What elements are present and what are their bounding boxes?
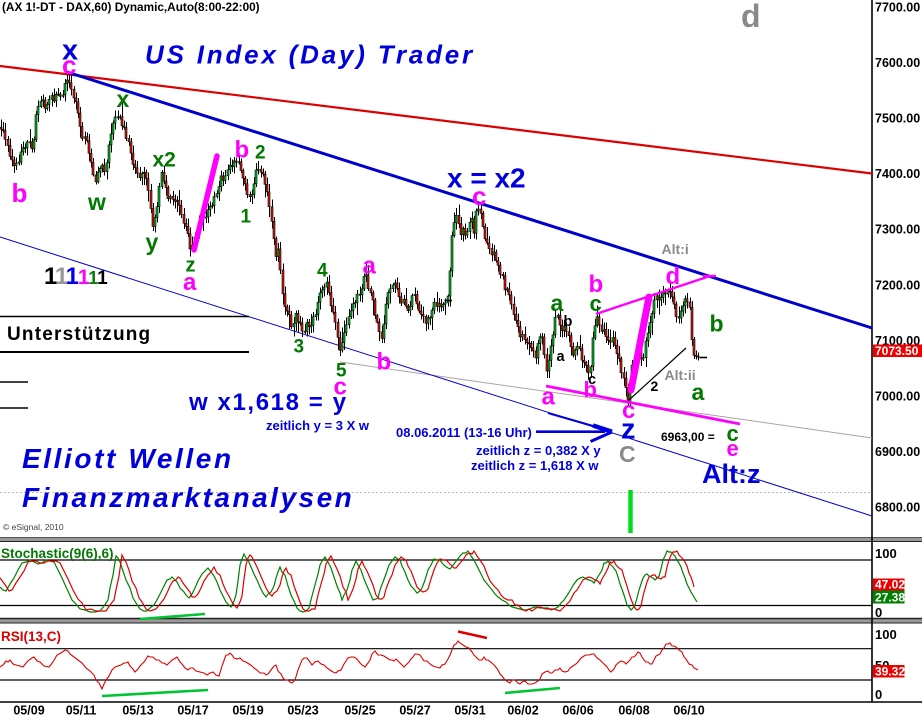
svg-text:06/06: 06/06	[562, 704, 593, 718]
svg-text:7100.00: 7100.00	[875, 334, 920, 348]
svg-text:RSI(13,C): RSI(13,C)	[1, 629, 61, 644]
svg-text:x: x	[62, 35, 78, 67]
svg-text:C: C	[619, 441, 636, 467]
svg-text:Elliott Wellen: Elliott Wellen	[22, 443, 234, 474]
svg-text:zeitlich z = 1,618 X w: zeitlich z = 1,618 X w	[471, 458, 599, 473]
svg-text:06/10: 06/10	[673, 704, 704, 718]
svg-text:Alt:z: Alt:z	[702, 459, 760, 489]
svg-text:z: z	[186, 255, 196, 277]
svg-text:3: 3	[294, 337, 305, 358]
svg-text:0: 0	[875, 687, 882, 702]
svg-text:7600.00: 7600.00	[875, 56, 920, 70]
svg-text:7700.00: 7700.00	[875, 1, 920, 15]
svg-text:c: c	[727, 421, 739, 446]
svg-text:US Index (Day) Trader: US Index (Day) Trader	[145, 40, 475, 70]
svg-text:a: a	[692, 379, 705, 405]
svg-text:zeitlich z = 0,382 X y: zeitlich z = 0,382 X y	[476, 443, 601, 458]
svg-text:1: 1	[241, 207, 252, 228]
svg-text:a: a	[183, 269, 197, 296]
svg-text:w x1,618 = y: w x1,618 = y	[188, 389, 348, 416]
svg-text:Alt:ii: Alt:ii	[665, 367, 696, 383]
svg-text:c: c	[62, 50, 76, 80]
svg-text:2: 2	[255, 143, 266, 164]
svg-text:7500.00: 7500.00	[875, 112, 920, 126]
svg-text:b: b	[710, 311, 724, 337]
svg-text:05/31: 05/31	[454, 704, 485, 718]
svg-text:05/27: 05/27	[399, 704, 430, 718]
svg-text:05/09: 05/09	[13, 704, 44, 718]
svg-text:0: 0	[875, 605, 882, 620]
svg-text:b: b	[377, 349, 392, 376]
svg-text:© eSignal, 2010: © eSignal, 2010	[3, 522, 64, 532]
svg-text:05/17: 05/17	[177, 704, 208, 718]
svg-text:w: w	[87, 189, 106, 215]
svg-text:6900.00: 6900.00	[875, 445, 920, 459]
svg-text:x2: x2	[153, 149, 176, 172]
svg-text:Unterstützung: Unterstützung	[7, 324, 151, 345]
svg-text:(AX 1!-DT - DAX,60) Dynamic,Au: (AX 1!-DT - DAX,60) Dynamic,Auto(8:00-22…	[2, 0, 260, 14]
svg-text:2: 2	[651, 378, 659, 394]
svg-text:b: b	[12, 178, 28, 208]
svg-text:05/19: 05/19	[232, 704, 263, 718]
svg-text:7200.00: 7200.00	[875, 278, 920, 292]
svg-text:6963,00 =: 6963,00 =	[661, 430, 715, 444]
svg-text:7300.00: 7300.00	[875, 223, 920, 237]
svg-text:zeitlich y = 3 X w: zeitlich y = 3 X w	[266, 418, 370, 433]
svg-text:e: e	[727, 436, 739, 461]
svg-text:Finanzmarktanalysen: Finanzmarktanalysen	[22, 482, 354, 513]
svg-text:100: 100	[875, 546, 897, 561]
svg-text:c: c	[472, 181, 486, 211]
svg-text:Stochastic(9(6),6): Stochastic(9(6),6)	[1, 546, 114, 561]
svg-text:a: a	[542, 384, 556, 411]
svg-text:05/13: 05/13	[122, 704, 153, 718]
svg-text:d: d	[666, 263, 681, 290]
svg-text:c: c	[588, 372, 596, 388]
svg-text:06/08: 06/08	[618, 704, 649, 718]
svg-text:111111: 111111	[44, 263, 108, 290]
svg-text:b: b	[564, 314, 573, 330]
svg-text:7000.00: 7000.00	[875, 389, 920, 403]
svg-text:05/23: 05/23	[287, 704, 318, 718]
svg-text:5: 5	[336, 361, 347, 382]
svg-text:Alt:i: Alt:i	[662, 241, 689, 257]
svg-text:39.32: 39.32	[875, 665, 905, 679]
svg-text:6800.00: 6800.00	[875, 501, 920, 515]
svg-text:b: b	[584, 377, 597, 402]
svg-text:05/11: 05/11	[66, 704, 97, 718]
svg-text:c: c	[590, 291, 602, 316]
svg-text:05/25: 05/25	[344, 704, 375, 718]
svg-text:7400.00: 7400.00	[875, 167, 920, 181]
svg-text:a: a	[557, 349, 566, 365]
svg-text:c: c	[622, 397, 635, 424]
svg-text:a: a	[551, 290, 564, 316]
svg-text:d: d	[741, 0, 761, 34]
svg-text:x = x2: x = x2	[447, 163, 526, 194]
svg-text:a: a	[363, 253, 377, 280]
svg-text:4: 4	[317, 261, 328, 282]
svg-text:c: c	[334, 374, 347, 401]
svg-text:z: z	[621, 414, 636, 446]
svg-text:y: y	[146, 229, 159, 255]
svg-text:08.06.2011 (13-16 Uhr): 08.06.2011 (13-16 Uhr)	[396, 425, 532, 440]
svg-text:b: b	[589, 271, 604, 298]
svg-text:b: b	[235, 137, 250, 164]
svg-text:100: 100	[875, 627, 897, 642]
svg-text:7073.50: 7073.50	[875, 344, 919, 358]
svg-text:x: x	[117, 86, 130, 112]
svg-text:06/02: 06/02	[507, 704, 538, 718]
svg-text:27.38: 27.38	[875, 591, 905, 605]
svg-text:47.02: 47.02	[875, 578, 905, 592]
